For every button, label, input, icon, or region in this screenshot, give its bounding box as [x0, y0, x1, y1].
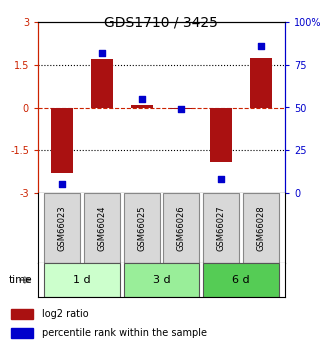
Text: GSM66028: GSM66028 [256, 205, 265, 251]
Point [139, 96, 144, 102]
Bar [44, 193, 80, 263]
Bar [170, 108, 192, 109]
Bar [203, 193, 239, 263]
Bar [203, 263, 279, 297]
Text: GSM66024: GSM66024 [97, 205, 106, 251]
Bar [250, 58, 272, 108]
Point [219, 177, 224, 182]
Bar [91, 59, 113, 108]
Text: 6 d: 6 d [232, 275, 250, 285]
Text: percentile rank within the sample: percentile rank within the sample [42, 328, 207, 338]
Bar [163, 193, 199, 263]
Text: GSM66025: GSM66025 [137, 205, 146, 251]
Bar [210, 108, 232, 162]
Text: 3 d: 3 d [153, 275, 170, 285]
Text: GSM66026: GSM66026 [177, 205, 186, 251]
Bar [11, 309, 33, 319]
Point [59, 182, 65, 187]
Text: 1 d: 1 d [73, 275, 91, 285]
Text: GSM66023: GSM66023 [57, 205, 66, 251]
Text: GDS1710 / 3425: GDS1710 / 3425 [104, 15, 217, 29]
Text: log2 ratio: log2 ratio [42, 309, 89, 319]
Point [99, 50, 104, 56]
Text: time: time [9, 275, 33, 285]
Bar [131, 105, 152, 108]
Bar [124, 193, 160, 263]
Bar [11, 328, 33, 338]
Text: GSM66027: GSM66027 [217, 205, 226, 251]
Bar [44, 263, 120, 297]
Point [179, 107, 184, 112]
Bar [51, 108, 73, 173]
Bar [243, 193, 279, 263]
Bar [84, 193, 120, 263]
Point [258, 43, 264, 49]
Bar [124, 263, 199, 297]
